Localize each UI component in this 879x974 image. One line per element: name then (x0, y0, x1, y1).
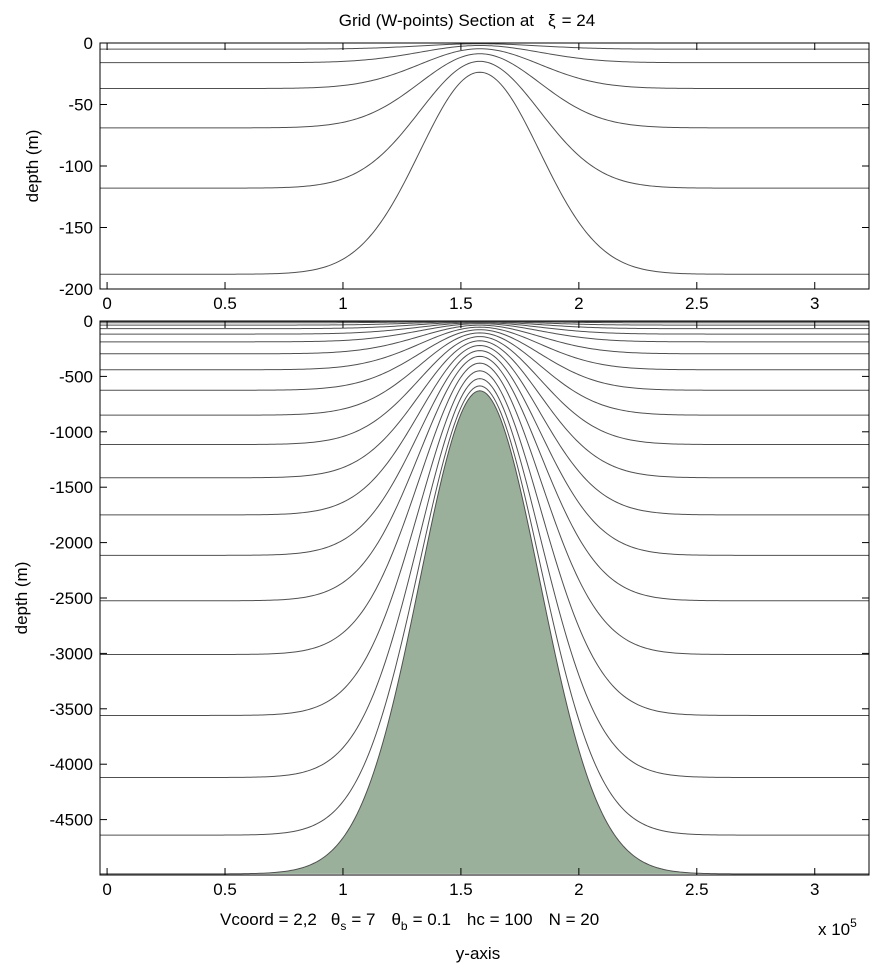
y-tick-label: -100 (59, 157, 93, 176)
w-level-line (100, 53, 869, 129)
x-tick-label: 2.5 (685, 880, 709, 899)
y-tick-label: 0 (84, 312, 93, 331)
bottom-panel-y-ticks: 0 -500 -1000 -1500 -2000 -2500 -3000 -3500 -4000… (50, 312, 869, 830)
top-panel-y-axis-label: depth (m) (23, 130, 42, 203)
w-level-line (100, 340, 869, 479)
x-tick-label: 0 (102, 880, 111, 899)
x-tick-label: 2 (574, 294, 583, 313)
top-panel-frame (99, 42, 870, 290)
bottom-panel-grid-lines (100, 321, 869, 875)
figure-title: Grid (W-points) Section at ξ = 24 (339, 11, 595, 30)
w-level-line (100, 370, 869, 716)
x-tick-label: 0 (102, 294, 111, 313)
y-tick-label: -1500 (50, 478, 93, 497)
w-level-line (100, 48, 869, 90)
y-tick-label: -2000 (50, 534, 93, 553)
x-tick-label: 0.5 (213, 294, 237, 313)
w-level-line (100, 329, 869, 391)
x-tick-label: 1.5 (449, 294, 473, 313)
w-level-line (100, 324, 869, 355)
top-panel: 0 0.5 1 1.5 2 2.5 3 0 -50 -100 -150 -200 depth (m) (23, 34, 870, 313)
w-level-line (100, 385, 869, 836)
w-level-line (100, 326, 869, 371)
x-tick-label: 1.5 (449, 880, 473, 899)
w-level-line (100, 378, 869, 778)
w-level-line (100, 43, 869, 50)
w-level-line (100, 323, 869, 343)
x-tick-label: 2 (574, 880, 583, 899)
w-level-line (100, 332, 869, 416)
y-tick-label: -1000 (50, 423, 93, 442)
top-panel-x-ticks: 0 0.5 1 1.5 2 2.5 3 (102, 43, 819, 313)
w-level-line (100, 336, 869, 446)
w-level-line (100, 350, 869, 556)
w-level-line (100, 60, 869, 189)
x-tick-label: 3 (810, 880, 819, 899)
y-tick-label: -3500 (50, 700, 93, 719)
w-level-line (100, 362, 869, 656)
x-tick-label: 1 (338, 880, 347, 899)
w-level-line (100, 71, 869, 275)
x-tick-label: 2.5 (685, 294, 709, 313)
x-tick-label: 3 (810, 294, 819, 313)
y-tick-label: 0 (84, 34, 93, 53)
bottom-panel: 0 0.5 1 1.5 2 2.5 3 0 -500 -1000 -1500 -2000 -2500 -… (12, 312, 870, 899)
y-tick-label: -3000 (50, 644, 93, 663)
seamount-fill (100, 390, 869, 874)
x-tick-label: 0.5 (213, 880, 237, 899)
x-axis-label: y-axis (456, 944, 500, 963)
w-level-line (100, 44, 869, 64)
w-level-line (100, 390, 869, 875)
y-tick-label: -4000 (50, 755, 93, 774)
x-axis-exponent: x 105 (818, 916, 857, 939)
w-level-line (100, 321, 869, 330)
w-level-line (100, 322, 869, 335)
y-tick-label: -50 (68, 96, 93, 115)
w-level-line (100, 344, 869, 516)
top-panel-grid-lines (100, 43, 869, 275)
y-tick-label: -150 (59, 219, 93, 238)
x-tick-label: 1 (338, 294, 347, 313)
bottom-panel-y-axis-label: depth (m) (12, 562, 31, 635)
grid-parameters: Vcoord = 2,2 θs = 7 θb = 0.1 hc = 100 N = 20 (220, 910, 599, 933)
w-level-line (100, 355, 869, 602)
y-tick-label: -500 (59, 367, 93, 386)
top-panel-y-ticks: 0 -50 -100 -150 -200 (59, 34, 869, 299)
y-tick-label: -4500 (50, 811, 93, 830)
y-tick-label: -2500 (50, 589, 93, 608)
bottom-panel-x-ticks: 0 0.5 1 1.5 2 2.5 3 (102, 321, 819, 899)
y-tick-label: -200 (59, 280, 93, 299)
